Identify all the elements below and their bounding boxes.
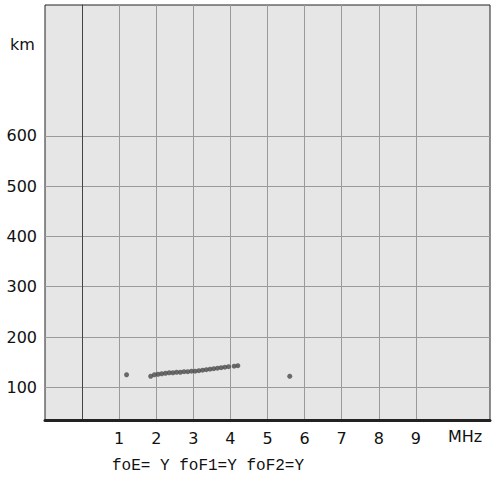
svg-text:1: 1 [114,429,124,448]
svg-text:500: 500 [6,177,37,196]
svg-text:4: 4 [225,429,235,448]
svg-text:9: 9 [411,429,421,448]
svg-text:2: 2 [151,429,161,448]
svg-text:7: 7 [337,429,347,448]
svg-text:MHz: MHz [448,427,482,446]
svg-text:200: 200 [6,328,37,347]
svg-text:foE= Y foF1=Y foF2=Y: foE= Y foF1=Y foF2=Y [112,457,304,475]
svg-text:300: 300 [6,277,37,296]
svg-text:400: 400 [6,227,37,246]
svg-text:km: km [10,35,35,54]
svg-text:5: 5 [262,429,272,448]
svg-text:6: 6 [299,429,309,448]
svg-text:8: 8 [374,429,384,448]
svg-text:3: 3 [188,429,198,448]
svg-text:600: 600 [6,126,37,145]
svg-text:100: 100 [6,378,37,397]
